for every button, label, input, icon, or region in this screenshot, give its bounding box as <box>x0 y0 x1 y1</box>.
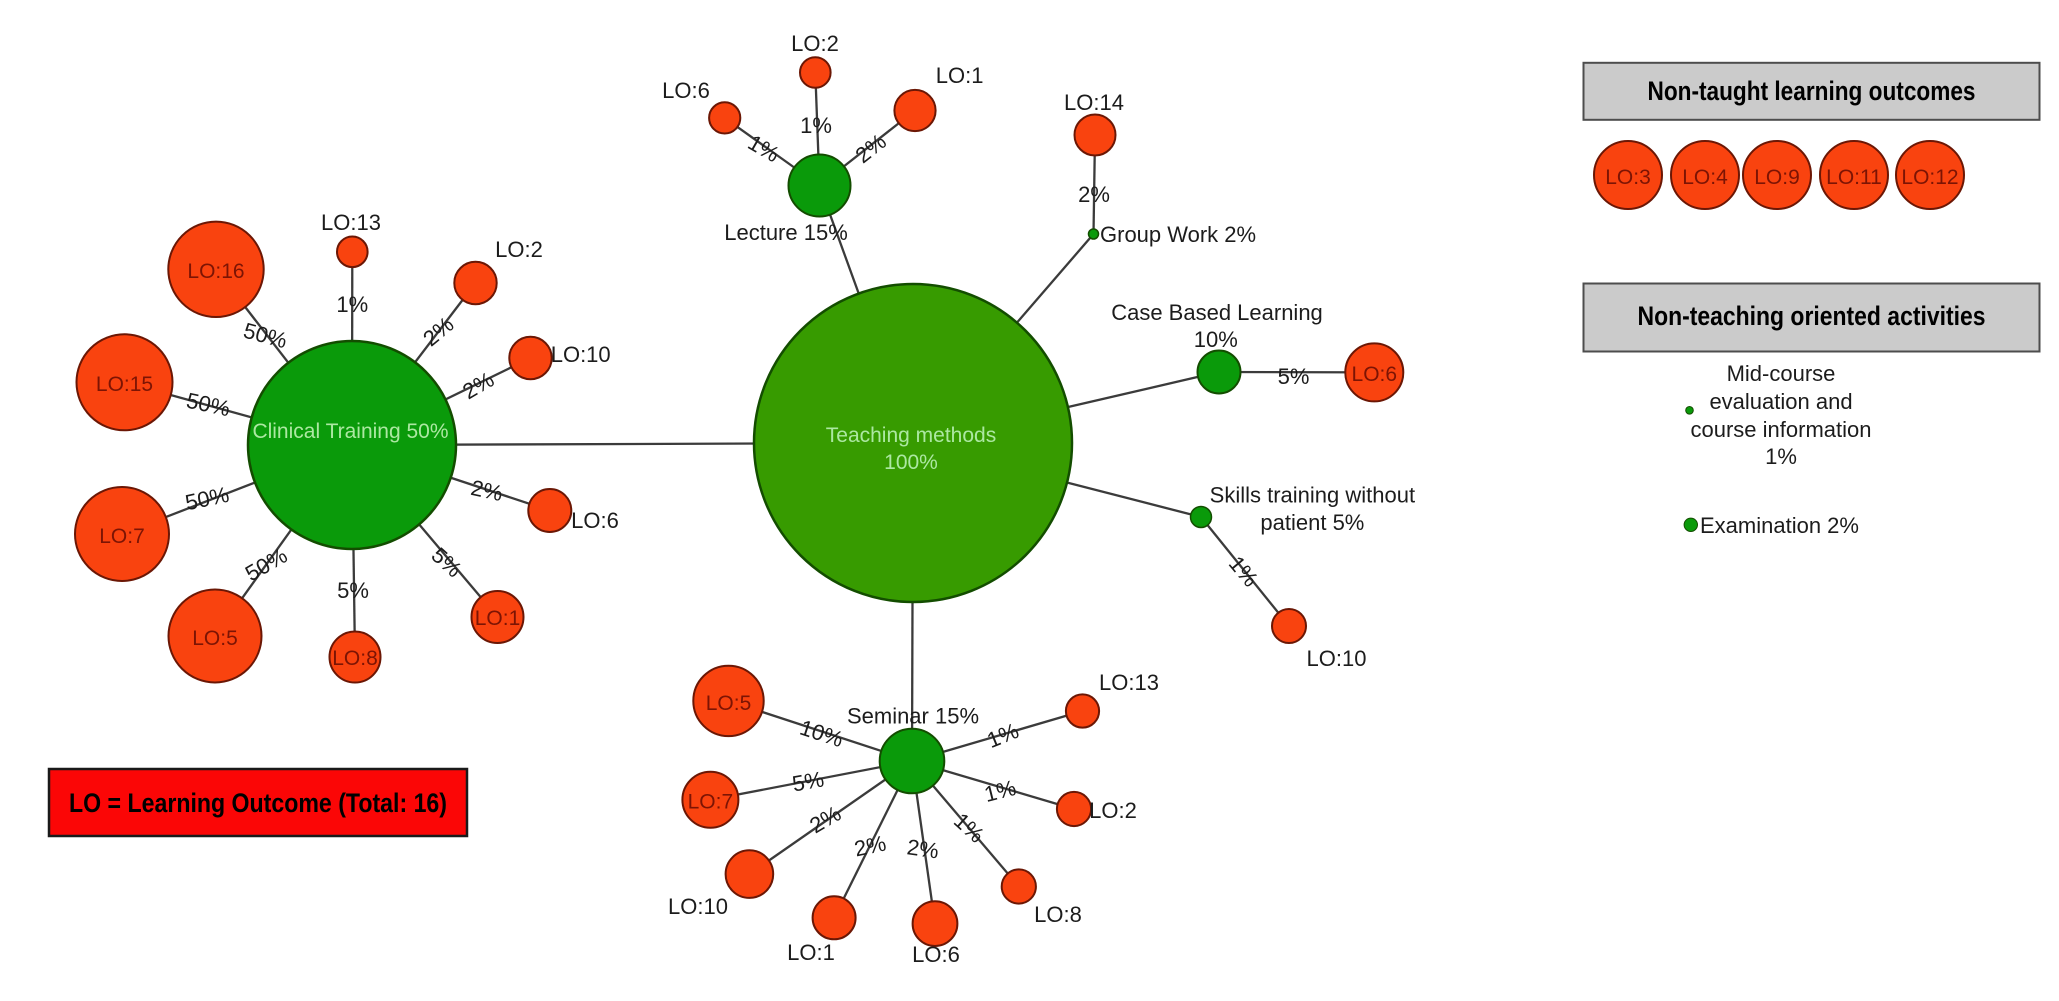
svg-text:LO = Learning Outcome (Total:: LO = Learning Outcome (Total: 16) <box>69 788 447 818</box>
svg-text:LO:10: LO:10 <box>551 342 611 367</box>
svg-text:LO:8: LO:8 <box>1034 902 1082 927</box>
svg-text:Teaching methods: Teaching methods <box>826 424 996 447</box>
svg-text:Lecture 15%: Lecture 15% <box>724 220 848 245</box>
svg-text:5%: 5% <box>1278 364 1310 389</box>
svg-text:2%: 2% <box>905 834 940 863</box>
svg-text:Mid-course: Mid-course <box>1727 361 1836 386</box>
svg-text:LO:13: LO:13 <box>1099 670 1159 695</box>
svg-text:LO:10: LO:10 <box>668 894 728 919</box>
svg-text:LO:7: LO:7 <box>688 791 734 814</box>
svg-text:LO:12: LO:12 <box>1901 166 1958 189</box>
svg-text:Clinical Training 50%: Clinical Training 50% <box>252 420 448 443</box>
svg-text:LO:9: LO:9 <box>1754 166 1800 189</box>
svg-text:5%: 5% <box>790 766 826 796</box>
svg-text:LO:13: LO:13 <box>321 210 381 235</box>
svg-text:patient 5%: patient 5% <box>1260 510 1364 535</box>
svg-text:2%: 2% <box>1078 182 1110 207</box>
svg-text:LO:11: LO:11 <box>1826 166 1882 189</box>
svg-text:LO:6: LO:6 <box>662 78 710 103</box>
svg-text:LO:15: LO:15 <box>96 373 153 396</box>
svg-text:LO:6: LO:6 <box>571 508 619 533</box>
svg-text:LO:6: LO:6 <box>912 942 960 967</box>
svg-text:1%: 1% <box>336 292 368 317</box>
svg-text:evaluation and: evaluation and <box>1709 389 1852 414</box>
svg-text:LO:7: LO:7 <box>99 525 145 548</box>
svg-text:100%: 100% <box>884 451 938 474</box>
svg-text:Examination 2%: Examination 2% <box>1700 513 1859 538</box>
svg-text:LO:1: LO:1 <box>787 940 835 965</box>
svg-text:5%: 5% <box>337 578 369 603</box>
svg-text:LO:1: LO:1 <box>936 63 984 88</box>
svg-text:LO:4: LO:4 <box>1682 166 1728 189</box>
svg-text:LO:14: LO:14 <box>1064 90 1124 115</box>
svg-text:Skills training without: Skills training without <box>1210 483 1415 508</box>
svg-text:LO:2: LO:2 <box>1089 798 1137 823</box>
svg-text:1%: 1% <box>1765 444 1797 469</box>
svg-text:10%: 10% <box>1194 327 1238 352</box>
svg-text:LO:8: LO:8 <box>332 647 378 670</box>
svg-text:LO:3: LO:3 <box>1605 166 1651 189</box>
svg-text:LO:2: LO:2 <box>495 237 543 262</box>
svg-text:LO:1: LO:1 <box>475 607 521 630</box>
svg-text:1%: 1% <box>800 113 832 138</box>
svg-text:Seminar 15%: Seminar 15% <box>847 704 979 729</box>
svg-text:Non-teaching oriented activiti: Non-teaching oriented activities <box>1638 301 1986 331</box>
svg-text:Non-taught learning outcomes: Non-taught learning outcomes <box>1648 76 1976 106</box>
svg-text:LO:5: LO:5 <box>192 627 238 650</box>
svg-text:LO:5: LO:5 <box>706 692 752 715</box>
svg-text:LO:6: LO:6 <box>1352 363 1398 386</box>
svg-text:course information: course information <box>1691 417 1872 442</box>
svg-text:Group Work 2%: Group Work 2% <box>1100 222 1256 247</box>
svg-text:LO:10: LO:10 <box>1307 646 1367 671</box>
svg-text:LO:16: LO:16 <box>187 260 244 283</box>
svg-text:Case Based Learning: Case Based Learning <box>1111 300 1323 325</box>
svg-text:LO:2: LO:2 <box>791 31 839 56</box>
